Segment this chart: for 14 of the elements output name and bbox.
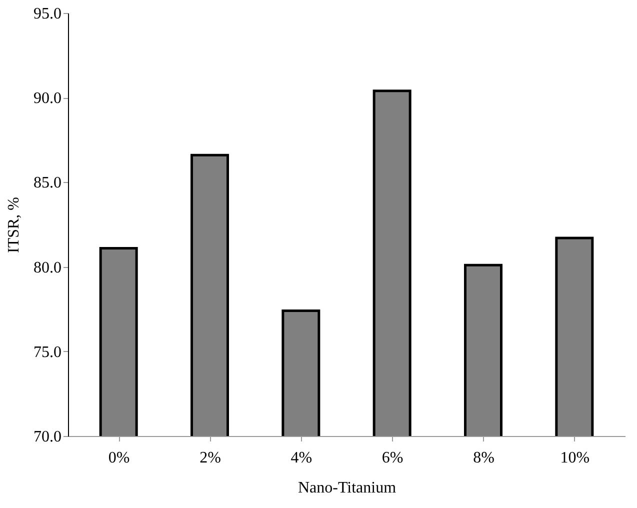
y-tick-label: 80.0 xyxy=(34,259,62,276)
x-tick-label: 2% xyxy=(200,450,221,466)
x-tick-label: 6% xyxy=(382,450,404,466)
y-tick-label: 85.0 xyxy=(34,174,62,192)
y-axis-title: ITSR, % xyxy=(6,197,22,253)
y-tick-label: 75.0 xyxy=(34,344,62,361)
y-tick-label: 90.0 xyxy=(34,90,62,108)
x-tick-label: 10% xyxy=(560,450,590,466)
x-axis-title: Nano-Titanium xyxy=(298,480,397,496)
x-tick-label: 0% xyxy=(108,450,130,466)
x-tick-label: 4% xyxy=(290,450,312,466)
y-tick-label: 70.0 xyxy=(34,428,62,446)
x-tick-label: 8% xyxy=(473,450,494,466)
y-tick-label: 95.0 xyxy=(34,6,62,22)
